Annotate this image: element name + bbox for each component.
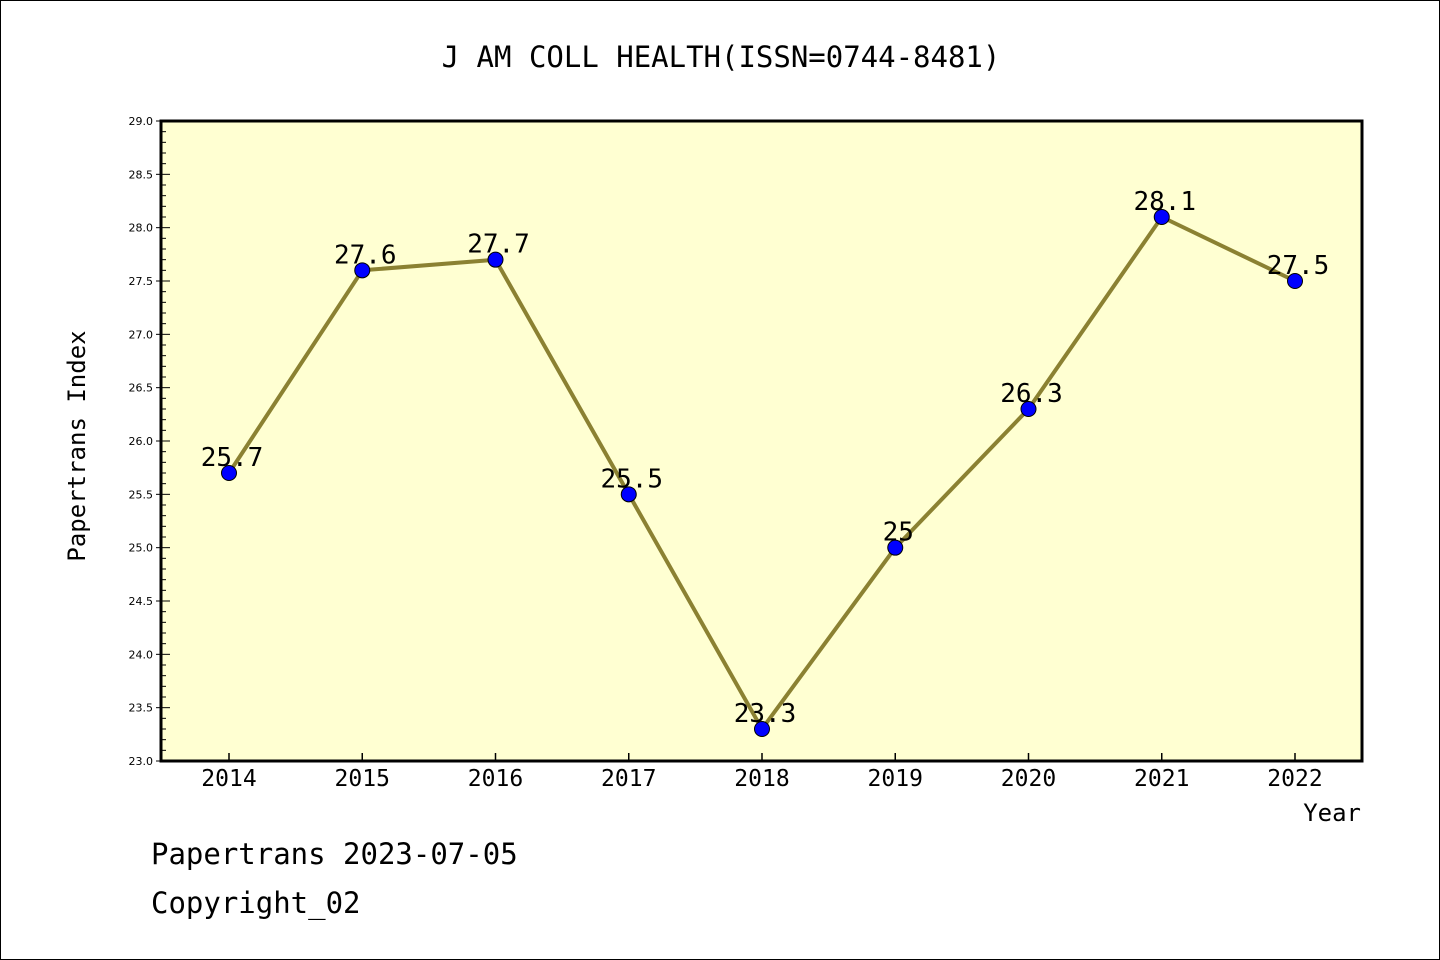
- data-labels: 25.7 27.6 27.7 25.5 23.3 25 26.3 28.1 27.5: [201, 187, 1330, 729]
- y-tick-label: 26.0: [129, 435, 154, 448]
- data-markers: [221, 209, 1303, 737]
- y-minor-ticks: [161, 120, 170, 762]
- y-tick-label: 27.5: [129, 275, 154, 288]
- footer-date-text: Papertrans 2023-07-05: [151, 837, 518, 871]
- data-point: [620, 486, 637, 503]
- data-point: [354, 262, 371, 279]
- data-label: 23.3: [734, 699, 797, 729]
- data-label: 27.5: [1267, 251, 1330, 281]
- x-tick-label: 2021: [1134, 766, 1189, 792]
- data-label: 27.6: [334, 240, 397, 270]
- x-tick-label: 2018: [734, 766, 789, 792]
- y-tick-label: 25.0: [129, 542, 154, 555]
- y-tick-label: 24.0: [129, 648, 154, 661]
- data-point: [1153, 209, 1170, 225]
- y-tick-label: 23.5: [129, 702, 154, 715]
- data-point: [487, 251, 504, 268]
- x-tick-label: 2022: [1267, 766, 1322, 792]
- y-tick-label: 28.0: [129, 222, 154, 235]
- data-label: 27.7: [467, 230, 530, 260]
- footer-copyright-text: Copyright_02: [151, 886, 361, 920]
- y-tick-label: 26.5: [129, 382, 154, 395]
- data-point: [221, 465, 237, 481]
- y-tick-label: 23.0: [129, 755, 154, 768]
- x-tick-label: 2019: [868, 766, 923, 792]
- y-tick-label: 29.0: [129, 115, 154, 128]
- x-tick-label: 2017: [601, 766, 656, 792]
- y-axis-ticks: 23.0 23.5 24.0 24.5 25.0 25.5 26.0 26.5 27.0 27.5…: [129, 115, 161, 768]
- x-tick-label: 2014: [201, 766, 256, 792]
- data-point: [1020, 401, 1037, 417]
- data-point: [754, 721, 770, 737]
- x-tick-label: 2015: [335, 766, 390, 792]
- data-label: 25: [883, 518, 914, 548]
- x-tick-label: 2016: [468, 766, 523, 792]
- y-axis-label: Papertrans Index: [63, 330, 91, 561]
- y-tick-label: 27.0: [129, 328, 154, 341]
- data-label: 25.5: [600, 464, 663, 494]
- y-tick-label: 24.5: [129, 595, 154, 608]
- data-label: 25.7: [201, 443, 264, 473]
- x-axis-ticks: 2014 2015 2016 2017 2018 2019 2020 2021 2022: [201, 753, 1323, 792]
- y-tick-label: 28.5: [129, 168, 154, 181]
- x-axis-label: Year: [1303, 799, 1361, 827]
- data-label: 26.3: [1000, 379, 1063, 409]
- data-point: [1287, 273, 1303, 289]
- data-label: 28.1: [1133, 187, 1196, 217]
- plot-area: [159, 119, 1364, 763]
- y-tick-label: 25.5: [129, 488, 154, 501]
- data-point: [887, 539, 904, 556]
- x-tick-label: 2020: [1001, 766, 1056, 792]
- chart-title: J AM COLL HEALTH(ISSN=0744-8481): [442, 40, 1001, 74]
